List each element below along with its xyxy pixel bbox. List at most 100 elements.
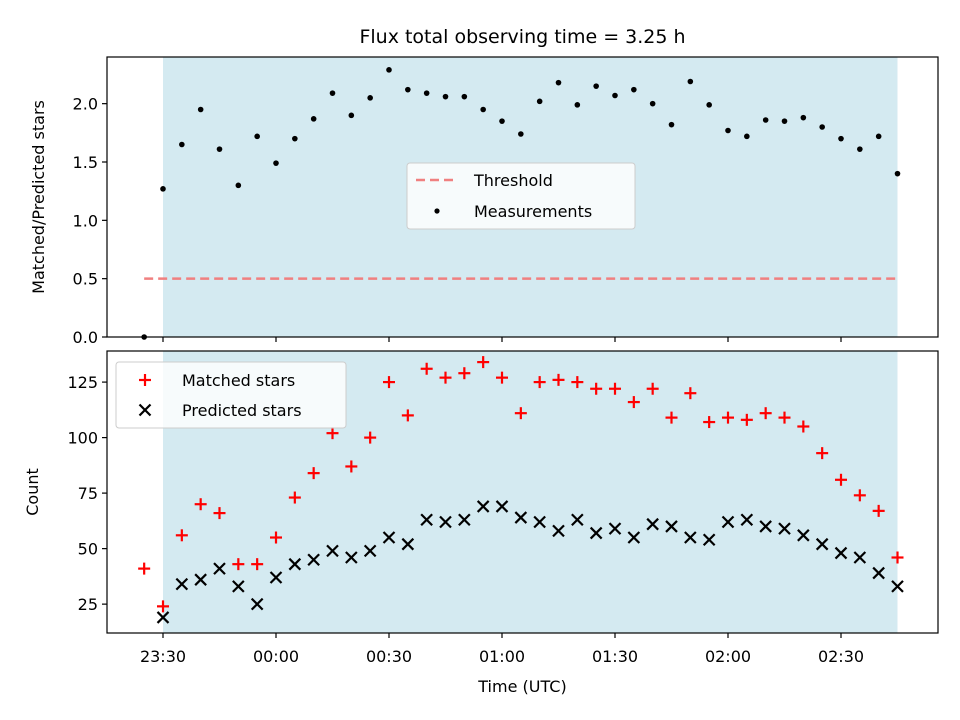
matched-star-markers — [138, 356, 904, 613]
cross-stroke-b — [759, 520, 772, 533]
measurement-point — [461, 93, 468, 100]
cross-stroke-b — [571, 513, 584, 527]
measurement-point — [518, 131, 524, 137]
y-tick-label: 2.0 — [73, 95, 98, 114]
predicted-star-point — [382, 531, 396, 544]
cross-stroke-b — [891, 580, 904, 593]
measurement-point — [668, 121, 675, 128]
legend-measurements-label: Measurements — [474, 202, 592, 221]
predicted-star-point — [627, 531, 641, 544]
legend-predicted-swatch — [138, 403, 152, 417]
predicted-star-point — [439, 515, 452, 529]
y-tick-label: 75 — [78, 484, 98, 503]
measurement-point — [329, 90, 336, 96]
cross-stroke-b — [439, 515, 452, 529]
x-tick-label: 01:00 — [479, 647, 525, 666]
ratio-panel: 0.0 0.5 1.0 1.5 2.0 Flux total observing tim… — [29, 26, 939, 347]
cross-stroke-b — [797, 529, 810, 542]
matched-star-point — [722, 411, 734, 424]
predicted-star-point — [646, 517, 659, 531]
matched-star-point — [157, 600, 169, 613]
predicted-star-point — [589, 526, 603, 540]
cross-stroke-b — [514, 511, 528, 524]
measurement-point — [744, 133, 750, 140]
y-tick-label: 25 — [78, 595, 98, 614]
cross-stroke-b — [834, 546, 848, 560]
matched-star-point — [138, 562, 151, 575]
matched-star-point — [458, 367, 471, 380]
matched-star-point — [307, 467, 320, 480]
predicted-star-point — [608, 522, 622, 535]
y-tick-label: 50 — [78, 540, 98, 559]
ratio-x-ticks — [162, 337, 842, 342]
count-y-axis-label: Count — [23, 468, 42, 516]
cross-stroke-b — [646, 517, 659, 531]
cross-stroke-b — [853, 551, 867, 564]
matched-star-point — [420, 362, 433, 375]
predicted-star-markers — [156, 500, 904, 624]
measurement-point — [348, 112, 355, 119]
y-tick-label: 0.0 — [73, 328, 98, 347]
time-x-axis-label: Time (UTC) — [477, 677, 566, 696]
measurement-points — [141, 67, 901, 340]
measurement-point — [273, 160, 279, 166]
y-tick-label: 125 — [67, 373, 98, 392]
matched-star-point — [496, 371, 508, 384]
measurement-point — [179, 141, 185, 148]
measurement-point — [254, 133, 260, 140]
matched-star-point — [364, 431, 377, 444]
cross-stroke-b — [194, 573, 207, 586]
matched-star-point — [835, 473, 847, 486]
legend-plus-marker — [139, 374, 151, 386]
cross-stroke-b — [665, 520, 678, 533]
cross-stroke-b — [175, 577, 189, 591]
predicted-star-point — [778, 522, 791, 535]
measurement-point — [386, 67, 392, 73]
cross-stroke-b — [495, 500, 509, 513]
matched-star-point — [646, 382, 659, 395]
count-panel-frame — [106, 350, 939, 634]
predicted-star-point — [721, 515, 735, 529]
matched-star-point — [251, 558, 264, 571]
y-tick-label: 1.0 — [73, 211, 98, 230]
predicted-star-point — [684, 531, 697, 544]
matched-star-point — [740, 413, 753, 426]
cross-stroke-b — [684, 531, 697, 544]
count-legend: Matched stars Predicted stars — [115, 361, 347, 429]
measurement-point — [536, 98, 543, 105]
matched-star-point — [665, 411, 678, 424]
predicted-star-point — [834, 546, 848, 560]
measurement-point — [687, 78, 694, 85]
measurement-point — [649, 100, 656, 107]
matched-star-point — [684, 387, 697, 400]
ratio-panel-frame — [106, 56, 939, 338]
legend-matched-swatch — [139, 374, 151, 386]
predicted-star-point — [571, 513, 584, 527]
matched-star-point — [816, 447, 829, 460]
matched-star-point — [609, 382, 621, 395]
predicted-star-point — [815, 537, 829, 551]
measurement-point — [875, 133, 882, 140]
cross-stroke-b — [627, 531, 641, 544]
matched-star-point — [383, 376, 395, 389]
cross-stroke-b — [307, 553, 320, 567]
predicted-star-point — [702, 533, 716, 547]
matched-star-point — [778, 411, 791, 424]
x-tick-label: 02:00 — [705, 647, 751, 666]
legend-measurement-swatch — [434, 208, 440, 214]
predicted-star-point — [269, 571, 283, 584]
cross-stroke-b — [721, 515, 735, 529]
measurement-point — [781, 118, 788, 124]
measurement-point — [838, 135, 844, 142]
matched-star-point — [345, 460, 358, 473]
measurement-point — [292, 135, 298, 142]
measurement-point — [631, 86, 637, 93]
predicted-star-point — [194, 573, 207, 586]
predicted-star-point — [307, 553, 320, 567]
measurement-point — [612, 92, 618, 99]
cross-stroke-b — [326, 544, 339, 558]
predicted-star-point — [250, 597, 264, 611]
cross-stroke-b — [458, 513, 471, 527]
cross-stroke-b — [420, 513, 433, 527]
matched-star-point — [477, 356, 490, 369]
